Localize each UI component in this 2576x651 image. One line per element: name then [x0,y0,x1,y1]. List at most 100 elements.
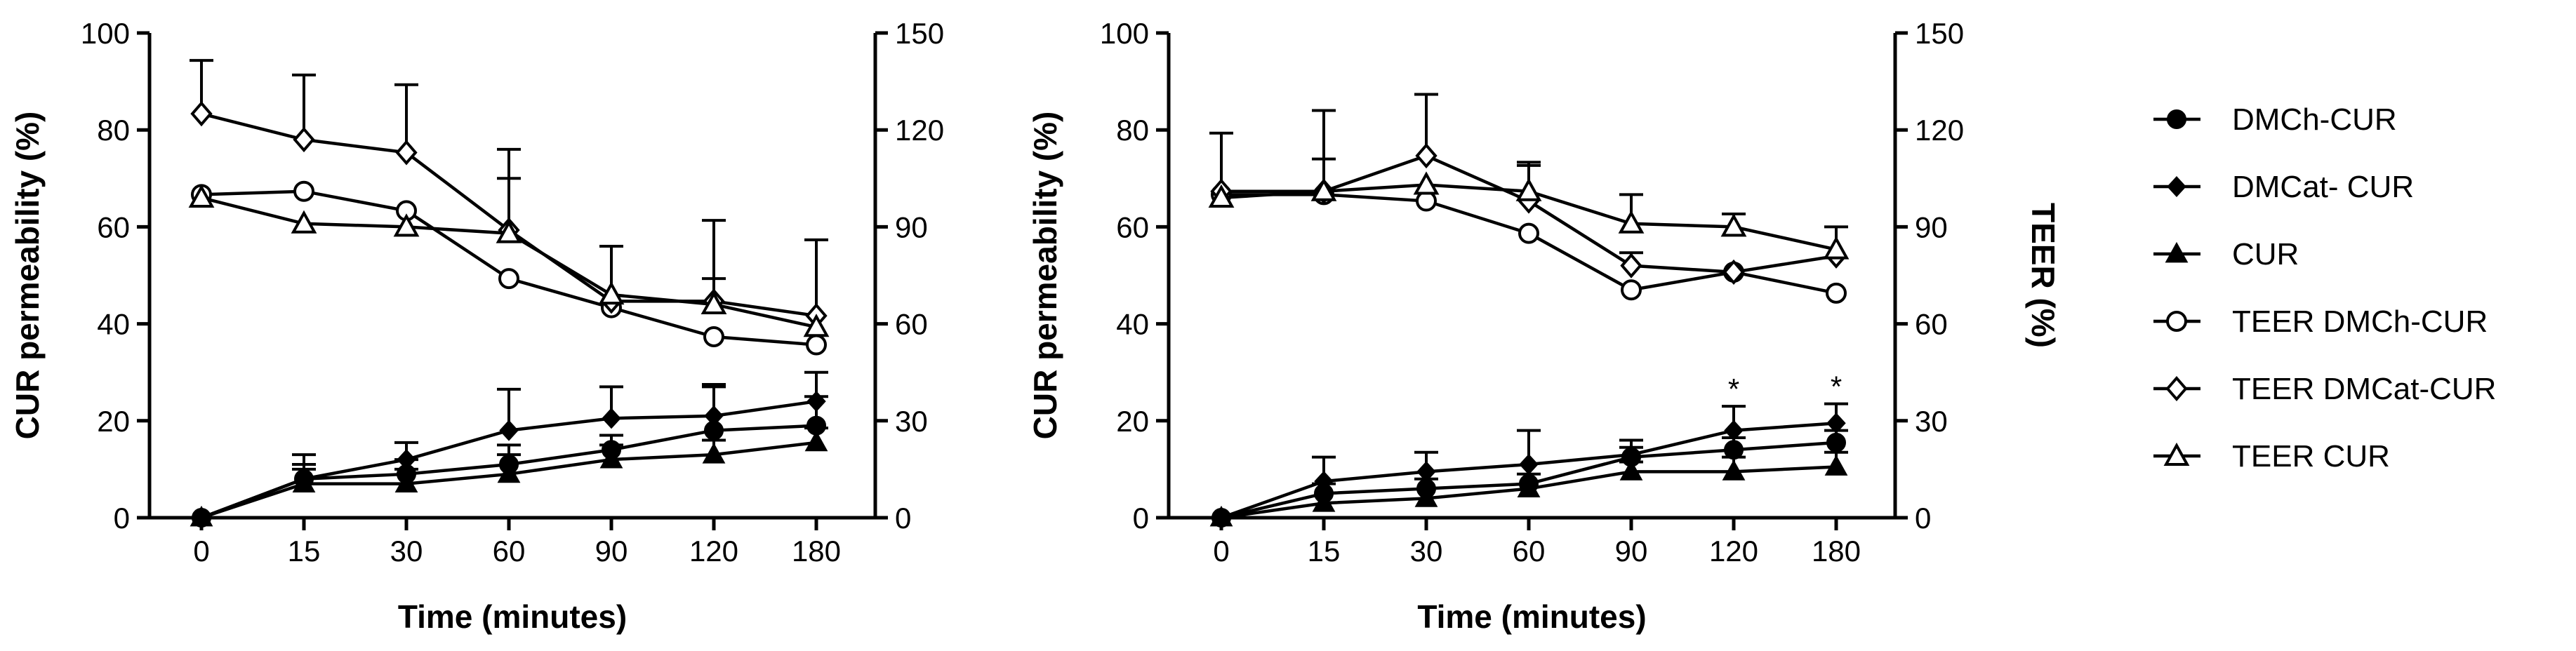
series-dmcat-cur [1211,402,1848,528]
y2-tick-label: 0 [895,502,911,535]
data-point [1415,142,1438,169]
data-point [1823,236,1850,260]
series-cur [1209,450,1848,527]
data-point [1515,177,1542,201]
x-tick-label: 15 [288,535,321,568]
data-point [1517,476,1541,497]
data-point [395,140,418,166]
data-point [497,462,521,483]
data-point [293,180,314,202]
legend-label: TEER DMCh-CUR [2232,304,2488,339]
y2-tick-label: 150 [895,17,944,50]
x-axis-label: Time (minutes) [1417,598,1646,635]
y-tick-label: 60 [97,210,130,243]
data-point [1621,279,1642,301]
legend-label: DMCat- CUR [2232,170,2414,204]
data-point [806,334,827,356]
legend-item: TEER DMCat-CUR [2153,372,2496,406]
legend-marker [2166,311,2187,332]
legend-marker [2165,375,2188,402]
data-point [1620,253,1642,278]
y2-tick-label: 120 [1915,114,1964,147]
series-cur [190,427,828,527]
x-tick-label: 15 [1308,535,1341,568]
legend-marker [2167,109,2186,129]
data-point [1310,177,1337,201]
data-point [602,408,621,429]
legend-item: DMCat- CUR [2153,170,2414,204]
legend: DMCh-CUR DMCat- CUR CUR TEER DMCh-CUR TEER D… [2153,102,2496,474]
legend-marker [2165,241,2189,263]
data-point [1619,459,1643,481]
data-point [1314,471,1334,492]
y-tick-label: 40 [97,308,130,341]
legend-marker [2167,176,2186,197]
legend-label: CUR [2232,237,2299,271]
data-point [397,449,416,471]
data-point [1414,486,1438,507]
data-point [1826,412,1846,434]
x-tick-label: 0 [193,535,209,568]
series-dmcat-cur [192,370,828,528]
data-point [1826,282,1847,304]
data-point [394,471,418,493]
data-point [804,430,828,452]
data-point [1824,455,1848,476]
y-tick-label: 0 [1133,502,1149,535]
y2-axis-label: TEER (%) [2025,203,2062,348]
series-dmch-cur [1211,429,1848,528]
x-tick-label: 120 [1709,535,1758,568]
y2-tick-label: 30 [1915,405,1948,438]
significance-star: * [1728,373,1739,405]
y2-tick-label: 30 [895,405,928,438]
x-tick-label: 30 [390,535,423,568]
y-tick-label: 100 [1100,17,1149,50]
series-teer-cur [188,177,830,337]
y2-tick-label: 120 [895,114,944,147]
data-point [1209,505,1233,527]
data-point [806,391,826,412]
data-point [1720,213,1747,237]
series-dmch-cur [192,385,828,528]
x-tick-label: 30 [1410,535,1443,568]
data-point [704,405,724,427]
chart-panel-left: 0 20 40 60 80 100 0 30 60 90 120 150 0 15 30 60 90 120 180… [9,17,944,635]
y2-tick-label: 0 [1915,502,1931,535]
x-axis-label: Time (minutes) [398,598,627,635]
y2-tick-label: 60 [895,308,928,341]
legend-marker [2163,442,2190,466]
x-tick-label: 180 [1812,535,1861,568]
x-tick-label: 90 [1615,535,1648,568]
x-tick-label: 60 [1513,535,1546,568]
data-point [1826,432,1846,452]
chart-panel-right: 0 20 40 60 80 100 0 30 60 90 120 150 0 15 30 60 90 120 180… [1027,17,2062,635]
legend-item: DMCh-CUR [2153,102,2397,137]
y-tick-label: 80 [1116,114,1149,147]
series-teer-cur [1208,157,1850,260]
data-point [496,220,522,243]
y-tick-label: 40 [1116,308,1149,341]
data-point [599,447,623,469]
data-point [598,281,625,305]
data-point [292,471,316,493]
data-point [291,210,317,234]
y-axis-label: CUR permeability (%) [9,112,46,440]
data-point [1519,454,1539,475]
data-point [1208,184,1235,208]
legend-label: DMCh-CUR [2232,102,2397,137]
data-point [1416,461,1436,483]
data-point [1312,491,1336,512]
x-tick-label: 60 [493,535,526,568]
data-point [393,213,420,237]
y-axis-label: CUR permeability (%) [1027,112,1063,440]
legend-item: TEER CUR [2153,439,2390,474]
data-point [498,268,519,290]
legend-label: TEER DMCat-CUR [2232,372,2496,406]
y-tick-label: 80 [97,114,130,147]
data-point [1722,459,1746,481]
y2-tick-label: 90 [895,210,928,243]
y-tick-label: 20 [97,405,130,438]
y-tick-label: 20 [1116,405,1149,438]
data-point [1722,259,1745,285]
